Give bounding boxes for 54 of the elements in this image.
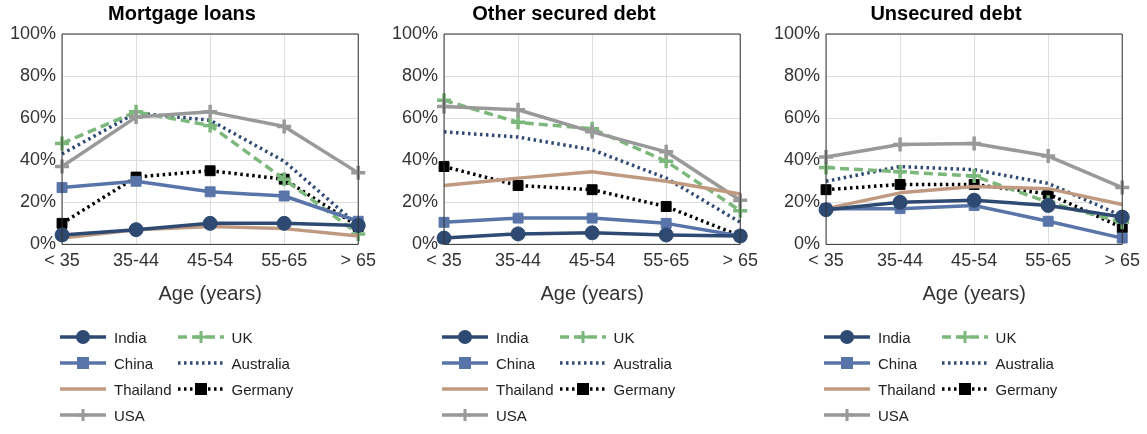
y-tick-label: 20% (20, 191, 57, 212)
legend-label: Australia (995, 354, 1054, 372)
x-tick-label: 45-54 (569, 250, 616, 271)
x-tick-label: 45-54 (951, 250, 998, 271)
legend-label: Australia (613, 354, 672, 372)
x-tick-label: 45-54 (187, 250, 234, 271)
y-tick-label: 20% (784, 191, 821, 212)
x-tick-label: > 65 (722, 250, 759, 271)
y-tick-label: 40% (784, 149, 821, 170)
legend-label: USA (878, 406, 909, 424)
legend-label: Thailand (114, 380, 172, 398)
x-tick-label: 55-65 (643, 250, 690, 271)
y-tick-label: 40% (402, 149, 439, 170)
y-tick-label: 80% (784, 65, 821, 86)
x-axis-title: Age (years) (922, 281, 1026, 304)
legend-label: UK (995, 328, 1017, 346)
y-tick-label: 60% (784, 107, 821, 128)
legend-label: China (496, 354, 536, 372)
legend-label: India (114, 328, 147, 346)
x-tick-label: 35-44 (877, 250, 924, 271)
legend-label: Thailand (496, 380, 554, 398)
x-tick-label: 55-65 (261, 250, 308, 271)
y-tick-label: 40% (20, 149, 57, 170)
x-axis-title: Age (years) (158, 281, 262, 304)
y-tick-label: 20% (402, 191, 439, 212)
legend-label: UK (613, 328, 635, 346)
y-tick-label: 100% (773, 22, 821, 43)
x-tick-label: 35-44 (113, 250, 160, 271)
legend-label: China (114, 354, 154, 372)
x-tick-label: > 65 (1104, 250, 1141, 271)
legend-label: India (496, 328, 529, 346)
legend-label: Australia (231, 354, 290, 372)
x-tick-label: 55-65 (1025, 250, 1072, 271)
x-axis-title: Age (years) (540, 281, 644, 304)
chart-title: Mortgage loans (108, 1, 256, 24)
legend-label: India (878, 328, 911, 346)
y-tick-label: 80% (20, 65, 57, 86)
legend-label: China (878, 354, 918, 372)
x-tick-label: 35-44 (495, 250, 542, 271)
y-tick-label: 60% (402, 107, 439, 128)
y-tick-label: 80% (402, 65, 439, 86)
legend-label: Germany (231, 380, 294, 398)
legend-label: Germany (995, 380, 1058, 398)
y-tick-label: 100% (9, 22, 57, 43)
x-tick-label: > 65 (340, 250, 377, 271)
y-tick-label: 100% (391, 22, 439, 43)
legend-label: Thailand (878, 380, 936, 398)
legend-label: Germany (613, 380, 676, 398)
chart-title: Unsecured debt (870, 1, 1022, 24)
legend-label: USA (496, 406, 527, 424)
legend-label: UK (231, 328, 253, 346)
chart-title: Other secured debt (472, 1, 657, 24)
y-tick-label: 60% (20, 107, 57, 128)
legend-label: USA (114, 406, 145, 424)
